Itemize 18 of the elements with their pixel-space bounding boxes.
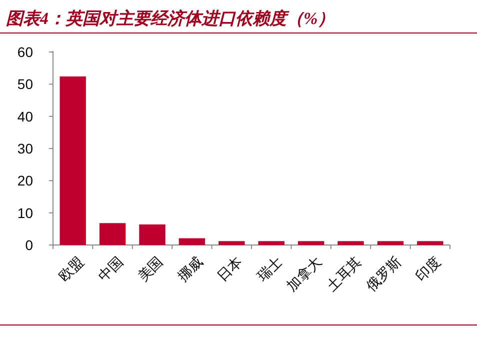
y-tick-label: 40 <box>17 108 34 124</box>
x-tick-label: 加拿大 <box>284 253 325 294</box>
y-tick-label: 20 <box>17 172 34 189</box>
x-tick-label: 挪威 <box>174 253 206 284</box>
x-tick-label: 日本 <box>214 253 246 284</box>
x-tick-label: 印度 <box>412 253 444 284</box>
chart-title: 图表4：英国对主要经济体进口依赖度（%） <box>6 9 335 28</box>
x-tick-label: 美国 <box>134 253 166 284</box>
x-tick-label: 土耳其 <box>323 253 364 294</box>
y-tick-label: 50 <box>17 76 34 92</box>
x-tick-label: 俄罗斯 <box>362 253 404 294</box>
x-tick-label: 欧盟 <box>55 253 86 284</box>
y-tick-label: 60 <box>17 44 34 60</box>
y-tick-label: 10 <box>17 204 34 221</box>
y-tick-label: 0 <box>25 237 34 253</box>
x-tick-label: 瑞士 <box>254 253 285 284</box>
x-tick-label: 中国 <box>94 253 126 284</box>
y-tick-label: 30 <box>17 140 34 156</box>
